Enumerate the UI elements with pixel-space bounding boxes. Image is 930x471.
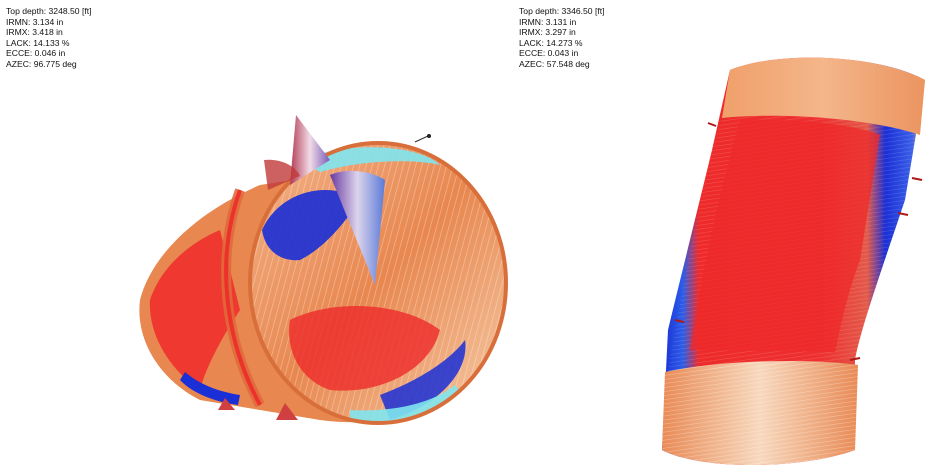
irmx-label: IRMX: 3.297 in <box>519 27 576 38</box>
left-red-band <box>149 230 240 390</box>
irmn-label: IRMN: 3.134 in <box>6 16 64 27</box>
left-red-inner <box>289 306 440 391</box>
right-casing-view[interactable] <box>662 57 925 465</box>
left-pointer-line <box>414 135 429 143</box>
top-depth-label: Top depth: 3248.50 [ft] <box>6 6 92 16</box>
top-depth-label: Top depth: 3346.50 [ft] <box>519 6 605 16</box>
right-tube-top <box>722 57 925 135</box>
left-blue-patch <box>262 190 360 261</box>
ecce-label: ECCE: 0.046 in <box>6 48 66 59</box>
left-arrow-cone <box>330 170 385 285</box>
left-cyan-streak <box>300 147 440 172</box>
ecce-label: ECCE: 0.043 in <box>519 48 579 59</box>
right-red-band <box>690 119 880 352</box>
lack-label: LACK: 14.133 % <box>6 37 70 48</box>
left-arrow-cone <box>290 115 330 185</box>
azec-label: AZEC: 57.548 deg <box>519 58 590 69</box>
lack-label: LACK: 14.273 % <box>519 37 583 48</box>
left-view-readout: Top depth: 3248.50 [ft] IRMN: 3.134 in I… <box>6 6 92 70</box>
azec-label: AZEC: 96.775 deg <box>6 58 77 69</box>
irmn-label: IRMN: 3.131 in <box>519 16 577 27</box>
left-ring-rim <box>248 141 508 425</box>
right-view-readout: Top depth: 3346.50 [ft] IRMN: 3.131 in I… <box>519 6 605 70</box>
irmx-label: IRMX: 3.418 in <box>6 27 63 38</box>
left-casing-view[interactable] <box>139 115 508 425</box>
